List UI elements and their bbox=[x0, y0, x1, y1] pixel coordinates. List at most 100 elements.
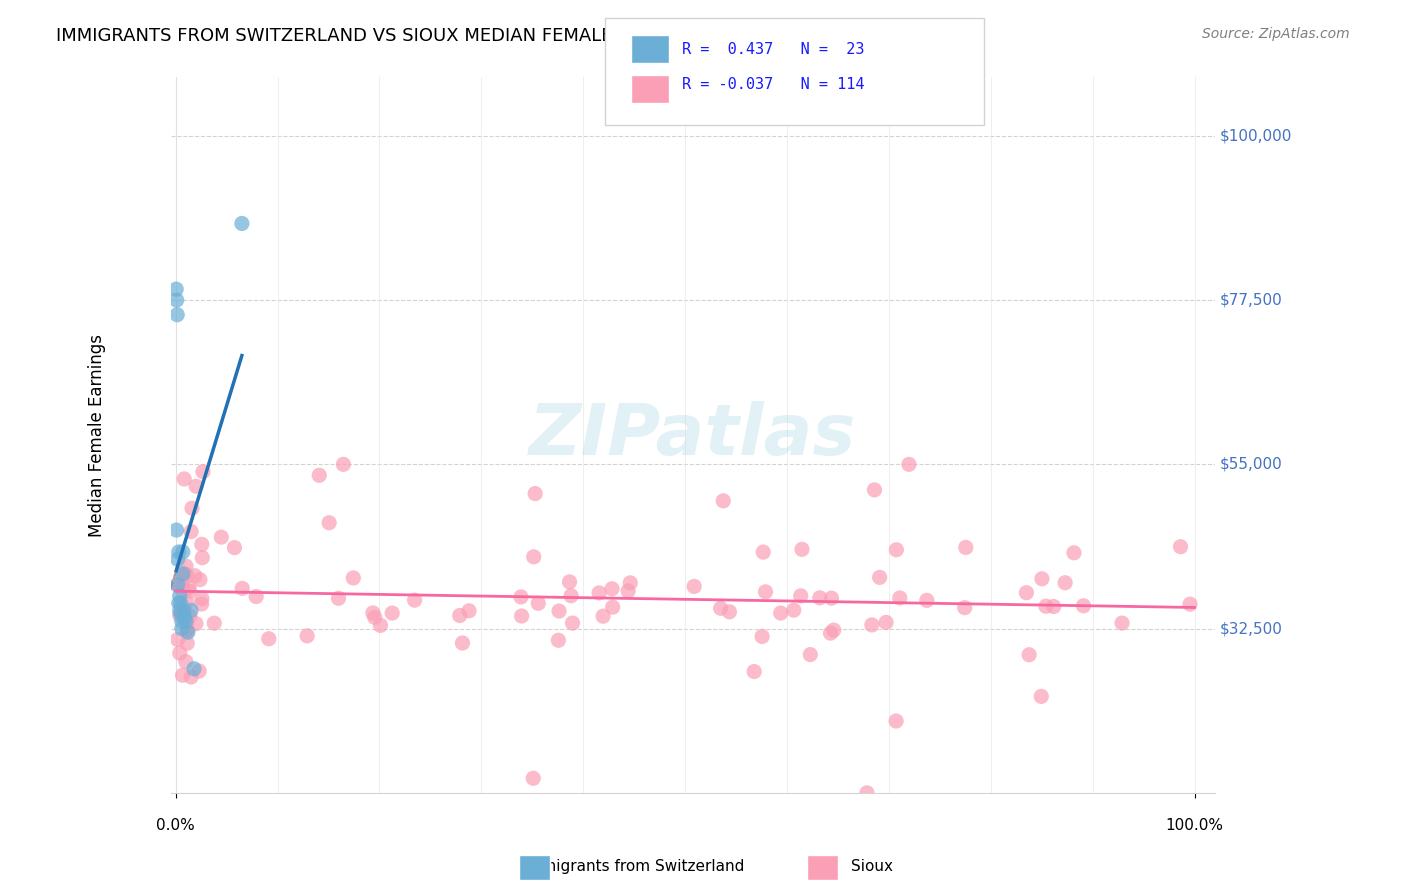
Sioux bbox=[174, 559, 197, 574]
Sioux bbox=[451, 636, 474, 650]
Sioux bbox=[176, 595, 198, 609]
Sioux bbox=[527, 596, 550, 610]
Text: 100.0%: 100.0% bbox=[1166, 819, 1223, 833]
Sioux bbox=[308, 468, 330, 483]
Sioux bbox=[458, 604, 481, 618]
Sioux bbox=[180, 524, 202, 539]
Sioux bbox=[191, 465, 214, 479]
Sioux bbox=[823, 623, 845, 637]
Sioux bbox=[176, 616, 198, 631]
Sioux bbox=[1031, 690, 1053, 704]
Sioux bbox=[955, 541, 977, 555]
Immigrants from Switzerland bbox=[169, 589, 191, 603]
Immigrants from Switzerland bbox=[231, 217, 253, 231]
Sioux bbox=[166, 632, 188, 647]
Sioux bbox=[202, 616, 225, 631]
Sioux bbox=[510, 609, 533, 624]
Sioux bbox=[820, 626, 842, 640]
Sioux bbox=[790, 589, 813, 603]
Text: Immigrants from Switzerland: Immigrants from Switzerland bbox=[522, 859, 744, 874]
Immigrants from Switzerland bbox=[172, 545, 194, 559]
Sioux bbox=[869, 570, 891, 584]
Immigrants from Switzerland bbox=[165, 282, 187, 296]
Text: $55,000: $55,000 bbox=[1220, 457, 1282, 472]
Immigrants from Switzerland bbox=[170, 607, 193, 621]
Sioux bbox=[449, 608, 471, 623]
Sioux bbox=[522, 771, 544, 785]
Immigrants from Switzerland bbox=[180, 603, 202, 617]
Sioux bbox=[808, 591, 831, 605]
Sioux bbox=[404, 593, 426, 607]
Sioux bbox=[224, 541, 246, 555]
Immigrants from Switzerland bbox=[166, 523, 188, 537]
Sioux bbox=[191, 591, 214, 606]
Sioux bbox=[190, 597, 212, 611]
Sioux bbox=[510, 590, 533, 604]
Immigrants from Switzerland bbox=[183, 662, 205, 676]
Sioux bbox=[1035, 599, 1057, 614]
Sioux bbox=[799, 648, 821, 662]
Sioux bbox=[718, 605, 741, 619]
Sioux bbox=[558, 574, 581, 589]
Text: R =  0.437   N =  23: R = 0.437 N = 23 bbox=[682, 42, 865, 56]
Immigrants from Switzerland bbox=[170, 615, 193, 629]
Sioux bbox=[1042, 599, 1064, 614]
Sioux bbox=[332, 458, 354, 472]
Sioux bbox=[176, 624, 198, 638]
Sioux bbox=[245, 590, 267, 604]
Sioux bbox=[560, 589, 582, 603]
Sioux bbox=[561, 616, 583, 631]
Sioux bbox=[176, 636, 198, 650]
Immigrants from Switzerland bbox=[172, 566, 194, 581]
Sioux bbox=[169, 646, 191, 660]
Sioux bbox=[592, 609, 614, 624]
Sioux bbox=[181, 501, 204, 516]
Sioux bbox=[790, 542, 813, 557]
Sioux bbox=[547, 633, 569, 648]
Sioux bbox=[1178, 597, 1201, 611]
Immigrants from Switzerland bbox=[166, 308, 188, 322]
Text: R = -0.037   N = 114: R = -0.037 N = 114 bbox=[682, 78, 865, 92]
Text: 0.0%: 0.0% bbox=[156, 819, 195, 833]
Sioux bbox=[783, 603, 806, 617]
Sioux bbox=[173, 606, 195, 620]
Sioux bbox=[209, 530, 232, 544]
Sioux bbox=[683, 579, 706, 593]
Text: $77,500: $77,500 bbox=[1220, 293, 1282, 308]
Sioux bbox=[548, 604, 571, 618]
Sioux bbox=[176, 568, 198, 582]
Sioux bbox=[523, 549, 546, 564]
Sioux bbox=[769, 606, 792, 620]
Sioux bbox=[361, 606, 384, 620]
Sioux bbox=[524, 486, 547, 500]
Sioux bbox=[179, 584, 201, 599]
Sioux bbox=[179, 609, 201, 624]
Sioux bbox=[188, 664, 211, 678]
Immigrants from Switzerland bbox=[167, 596, 190, 610]
Sioux bbox=[328, 591, 350, 606]
Sioux bbox=[588, 586, 610, 600]
Text: ZIPatlas: ZIPatlas bbox=[529, 401, 856, 470]
Sioux bbox=[172, 579, 194, 593]
Sioux bbox=[863, 483, 886, 497]
Sioux bbox=[169, 608, 191, 623]
Immigrants from Switzerland bbox=[166, 293, 188, 307]
Sioux bbox=[173, 566, 195, 581]
Sioux bbox=[170, 570, 193, 584]
Sioux bbox=[170, 578, 193, 592]
Immigrants from Switzerland bbox=[177, 625, 200, 640]
Sioux bbox=[1170, 540, 1192, 554]
Immigrants from Switzerland bbox=[170, 622, 193, 636]
Sioux bbox=[172, 584, 194, 599]
Sioux bbox=[1063, 546, 1085, 560]
Sioux bbox=[710, 601, 733, 615]
Text: Sioux: Sioux bbox=[851, 859, 893, 874]
Immigrants from Switzerland bbox=[174, 615, 197, 629]
Sioux bbox=[191, 550, 214, 565]
Sioux bbox=[381, 606, 404, 620]
Sioux bbox=[174, 655, 197, 669]
Sioux bbox=[166, 578, 188, 592]
Sioux bbox=[184, 616, 207, 631]
Sioux bbox=[742, 665, 765, 679]
Sioux bbox=[184, 568, 207, 582]
